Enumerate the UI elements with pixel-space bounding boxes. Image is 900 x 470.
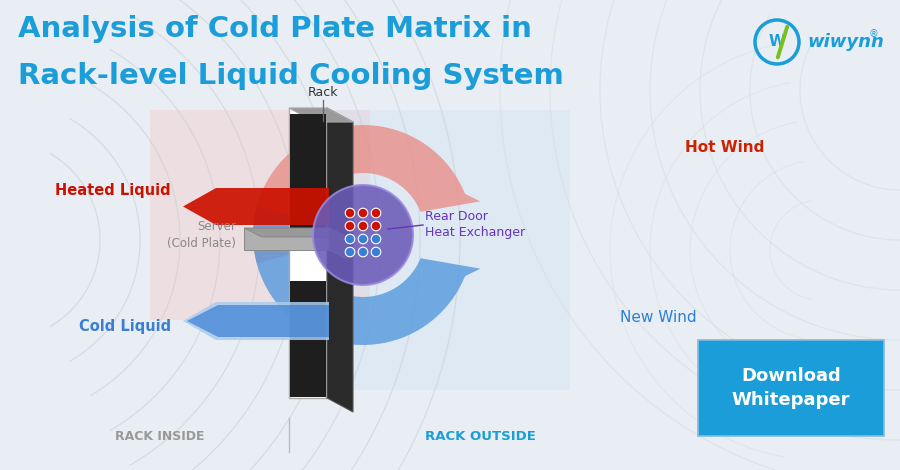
Text: Rack: Rack: [308, 86, 338, 99]
Text: Heated Liquid: Heated Liquid: [56, 183, 171, 198]
Text: wiwynn: wiwynn: [807, 33, 884, 51]
Text: Hot Wind: Hot Wind: [685, 141, 764, 156]
Polygon shape: [289, 108, 353, 122]
Text: Download
Whitepaper: Download Whitepaper: [732, 367, 850, 409]
Polygon shape: [329, 228, 347, 259]
Polygon shape: [183, 188, 329, 225]
Text: Server
(Cold Plate): Server (Cold Plate): [167, 220, 236, 250]
Polygon shape: [244, 228, 329, 250]
Circle shape: [346, 247, 355, 257]
Polygon shape: [327, 108, 353, 412]
Circle shape: [358, 247, 368, 257]
FancyBboxPatch shape: [320, 110, 570, 390]
Text: RACK INSIDE: RACK INSIDE: [115, 431, 205, 444]
Circle shape: [313, 185, 413, 285]
Text: Analysis of Cold Plate Matrix in: Analysis of Cold Plate Matrix in: [18, 15, 532, 43]
Circle shape: [371, 234, 381, 244]
Circle shape: [346, 221, 355, 231]
Circle shape: [358, 208, 368, 218]
Circle shape: [346, 234, 355, 244]
Polygon shape: [253, 206, 481, 345]
FancyBboxPatch shape: [290, 281, 326, 397]
Polygon shape: [187, 305, 329, 337]
Text: Cold Liquid: Cold Liquid: [79, 319, 171, 334]
FancyBboxPatch shape: [290, 114, 326, 247]
Circle shape: [371, 208, 381, 218]
Circle shape: [358, 234, 368, 244]
Text: Rack-level Liquid Cooling System: Rack-level Liquid Cooling System: [18, 62, 563, 90]
Text: RACK OUTSIDE: RACK OUTSIDE: [425, 431, 536, 444]
Polygon shape: [244, 228, 347, 237]
Circle shape: [346, 208, 355, 218]
Circle shape: [371, 221, 381, 231]
Text: ®: ®: [869, 29, 878, 39]
Text: Rear Door
Heat Exchanger: Rear Door Heat Exchanger: [425, 211, 525, 240]
Text: W: W: [769, 34, 786, 49]
FancyBboxPatch shape: [698, 340, 884, 436]
Text: New Wind: New Wind: [620, 311, 697, 326]
Circle shape: [358, 221, 368, 231]
Circle shape: [371, 247, 381, 257]
FancyBboxPatch shape: [150, 110, 370, 320]
Polygon shape: [183, 302, 329, 340]
FancyBboxPatch shape: [289, 108, 327, 398]
Polygon shape: [253, 125, 481, 264]
